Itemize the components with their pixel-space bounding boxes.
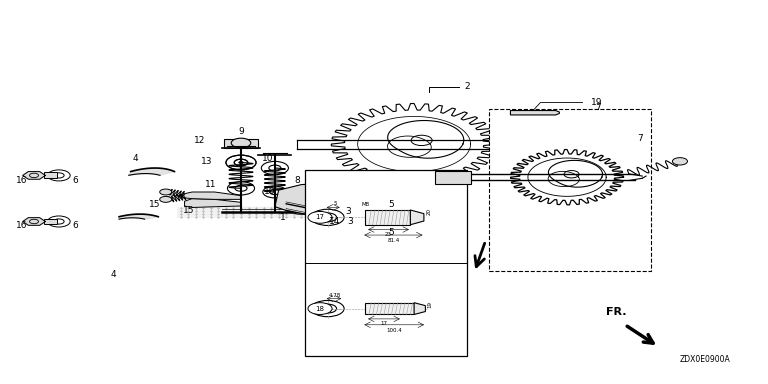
Text: 20: 20 — [427, 209, 432, 215]
Text: 23: 23 — [384, 232, 391, 237]
Bar — [489, 109, 651, 271]
Text: 5: 5 — [333, 201, 337, 206]
Text: 15: 15 — [183, 206, 194, 215]
Circle shape — [306, 193, 333, 206]
Text: FR.: FR. — [605, 307, 626, 317]
Polygon shape — [129, 168, 174, 175]
Text: 8: 8 — [295, 176, 300, 185]
Bar — [366, 210, 410, 225]
Circle shape — [160, 197, 172, 202]
Text: 16: 16 — [15, 222, 27, 230]
Text: 12: 12 — [194, 136, 205, 145]
Circle shape — [308, 212, 332, 223]
Circle shape — [231, 138, 251, 148]
Polygon shape — [23, 172, 45, 179]
Bar — [435, 170, 472, 184]
Text: 14: 14 — [329, 217, 341, 226]
Text: 17: 17 — [380, 321, 388, 326]
Text: 6: 6 — [72, 222, 78, 230]
Polygon shape — [414, 303, 425, 314]
Text: 1: 1 — [280, 213, 285, 222]
Polygon shape — [184, 199, 241, 207]
Polygon shape — [275, 183, 369, 214]
Text: 4.78: 4.78 — [329, 293, 341, 298]
Text: ZDX0E0900A: ZDX0E0900A — [680, 355, 730, 364]
Text: 19: 19 — [591, 98, 603, 107]
Circle shape — [160, 189, 172, 195]
Text: 7: 7 — [596, 103, 601, 112]
Text: 7: 7 — [637, 134, 643, 143]
Polygon shape — [180, 192, 241, 199]
Text: 2: 2 — [464, 83, 469, 91]
Text: 5: 5 — [389, 228, 395, 237]
Polygon shape — [410, 210, 424, 225]
Text: M8: M8 — [362, 202, 369, 207]
Text: 11: 11 — [205, 180, 217, 189]
Text: 17: 17 — [316, 214, 325, 220]
Polygon shape — [511, 111, 559, 115]
Polygon shape — [177, 207, 380, 218]
Text: 81.4: 81.4 — [388, 238, 400, 243]
Text: 4: 4 — [133, 154, 138, 163]
Text: 10: 10 — [262, 154, 273, 163]
Text: 15: 15 — [149, 200, 161, 209]
Circle shape — [673, 158, 687, 165]
Text: 16: 16 — [15, 176, 27, 185]
Text: 13: 13 — [201, 157, 213, 166]
Text: 10: 10 — [264, 187, 276, 197]
Circle shape — [308, 303, 332, 314]
Bar — [44, 218, 58, 224]
Text: 18: 18 — [316, 306, 325, 311]
Bar — [224, 139, 257, 148]
Bar — [366, 303, 414, 314]
Text: 100.4: 100.4 — [386, 328, 402, 333]
Bar — [44, 172, 58, 178]
Text: 19: 19 — [427, 301, 432, 308]
Text: 3: 3 — [347, 217, 353, 226]
Text: 9: 9 — [238, 127, 244, 136]
Text: 4: 4 — [111, 270, 116, 280]
Polygon shape — [119, 214, 158, 219]
Circle shape — [239, 161, 243, 164]
Text: 5: 5 — [389, 200, 395, 209]
Text: 3: 3 — [345, 207, 351, 216]
Bar — [305, 170, 467, 356]
Text: 6: 6 — [72, 176, 78, 185]
Polygon shape — [23, 218, 45, 225]
